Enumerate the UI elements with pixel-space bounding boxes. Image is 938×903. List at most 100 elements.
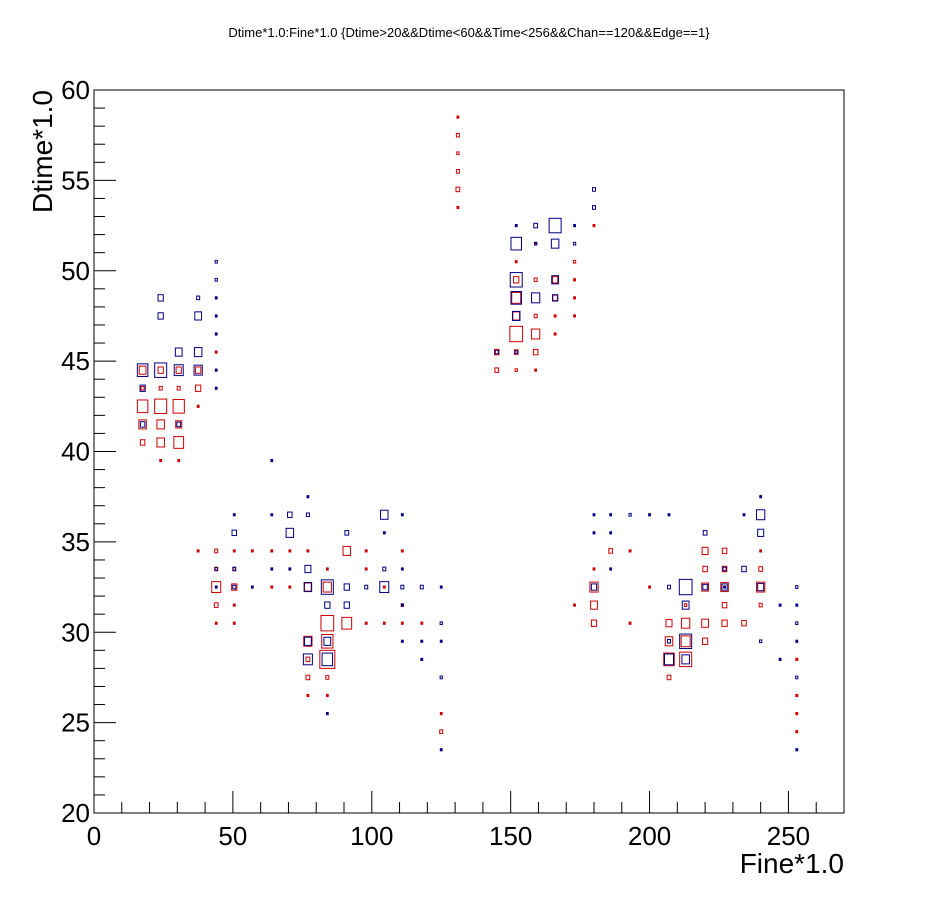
blue-box-mark	[795, 621, 799, 626]
blue-box-mark	[534, 241, 538, 246]
blue-box-mark	[214, 296, 218, 300]
red-box-mark	[756, 581, 766, 593]
red-box-mark	[364, 621, 368, 625]
blue-box-mark	[232, 584, 237, 590]
blue-box-mark	[702, 530, 708, 536]
red-box-mark	[758, 602, 763, 608]
blue-box-mark	[214, 314, 218, 318]
blue-box-mark	[741, 565, 747, 573]
y-axis-title: Dtime*1.0	[27, 90, 58, 213]
red-box-mark	[173, 436, 185, 449]
red-box-mark	[305, 674, 311, 681]
blue-box-mark	[231, 529, 238, 537]
blue-box-mark	[795, 675, 799, 680]
red-box-mark	[494, 348, 500, 356]
blue-box-mark	[214, 567, 218, 571]
blue-box-mark	[778, 657, 782, 661]
blue-box-mark	[757, 582, 765, 592]
blue-box-mark	[400, 584, 405, 590]
y-tick-label: 60	[61, 75, 90, 105]
red-box-mark	[156, 419, 165, 430]
x-tick-label: 150	[489, 821, 532, 851]
red-box-mark	[382, 621, 386, 625]
blue-box-mark	[139, 421, 146, 428]
red-box-mark	[306, 693, 310, 698]
red-box-mark	[196, 549, 200, 553]
blue-box-mark	[494, 349, 499, 355]
blue-box-mark	[324, 601, 331, 609]
red-box-mark	[195, 384, 202, 392]
blue-box-mark	[400, 639, 404, 643]
y-tick-label: 25	[61, 708, 90, 738]
blue-box-mark	[400, 567, 404, 571]
blue-box-mark	[344, 530, 350, 536]
red-box-mark	[701, 582, 709, 592]
red-box-mark	[663, 652, 675, 667]
red-box-mark	[400, 549, 404, 553]
blue-box-mark	[439, 748, 443, 752]
blue-box-mark	[551, 275, 559, 285]
blue-box-mark	[439, 585, 443, 589]
red-box-mark	[701, 618, 709, 628]
red-box-mark	[214, 548, 219, 554]
blue-box-mark	[343, 601, 350, 609]
red-box-mark	[552, 294, 558, 302]
red-box-mark	[231, 583, 238, 591]
y-tick-label: 50	[61, 256, 90, 286]
plot-frame	[93, 89, 845, 814]
red-box-mark	[154, 398, 168, 415]
blue-box-mark	[270, 458, 274, 463]
red-box-mark	[157, 366, 164, 374]
red-box-mark	[721, 619, 728, 627]
blue-box-mark	[287, 511, 293, 518]
red-box-mark	[159, 458, 163, 463]
blue-box-mark	[382, 531, 386, 535]
red-box-mark	[513, 349, 519, 355]
red-box-mark	[721, 547, 728, 555]
red-box-mark	[232, 567, 236, 571]
red-box-mark	[795, 712, 799, 716]
blue-box-mark	[321, 652, 334, 667]
red-box-mark	[664, 636, 674, 647]
red-box-mark	[176, 385, 181, 391]
blue-box-mark	[533, 222, 539, 229]
red-box-mark	[325, 693, 329, 698]
blue-box-mark	[400, 603, 404, 607]
red-box-mark	[681, 617, 691, 629]
red-box-mark	[679, 651, 693, 668]
red-box-mark	[341, 616, 353, 630]
data-marks	[136, 115, 799, 752]
blue-box-mark	[270, 567, 274, 571]
red-box-mark	[648, 585, 651, 589]
blue-box-mark	[702, 583, 708, 591]
blue-box-mark	[795, 639, 799, 643]
y-tick-label: 35	[61, 527, 90, 557]
y-tick-label: 55	[61, 165, 90, 195]
red-box-mark	[214, 621, 218, 625]
blue-box-mark	[592, 513, 596, 517]
blue-box-mark	[609, 531, 613, 535]
blue-box-mark	[664, 653, 674, 666]
blue-box-mark	[157, 294, 164, 302]
red-box-mark	[158, 385, 163, 391]
red-box-mark	[175, 420, 183, 429]
red-box-mark	[455, 132, 460, 138]
red-box-mark	[531, 328, 541, 340]
blue-box-mark	[420, 639, 424, 643]
x-tick-label: 50	[218, 821, 247, 851]
blue-box-mark	[302, 653, 313, 666]
blue-box-mark	[628, 512, 632, 517]
blue-box-mark	[514, 223, 518, 228]
red-box-mark	[590, 600, 598, 610]
red-box-mark	[509, 325, 524, 343]
blue-box-mark	[325, 712, 329, 716]
blue-box-mark	[232, 513, 236, 517]
red-box-mark	[513, 276, 520, 284]
y-tick-label: 20	[61, 798, 90, 828]
red-box-mark	[325, 567, 329, 571]
blue-box-mark	[157, 312, 164, 320]
blue-box-mark	[232, 566, 237, 572]
red-box-mark	[303, 635, 313, 647]
red-box-mark	[455, 186, 461, 193]
